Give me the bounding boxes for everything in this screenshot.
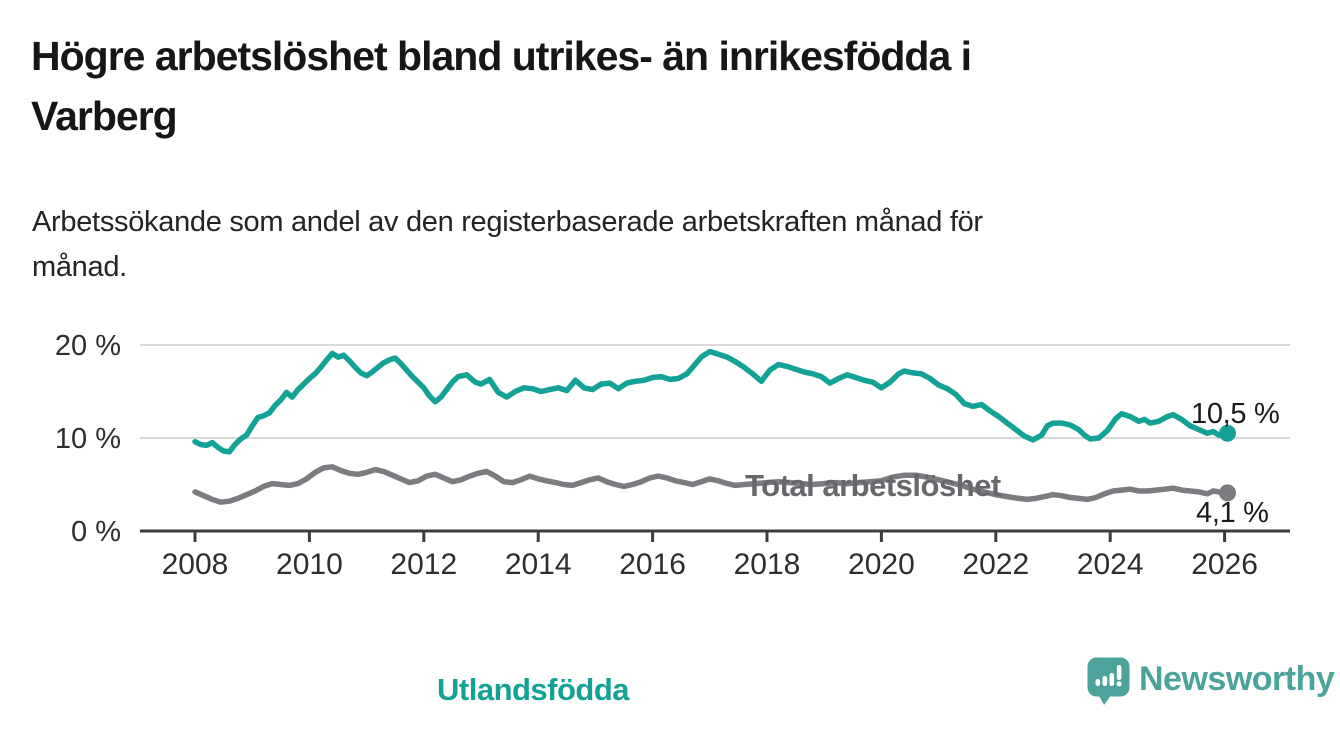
x-axis-tick-label: 2012 bbox=[390, 548, 457, 581]
logo-exclamation-dot bbox=[1116, 681, 1122, 687]
series-label-utlandsfodda: Utlandsfödda bbox=[437, 672, 630, 707]
y-axis-tick-label: 20 % bbox=[55, 330, 121, 362]
x-axis-tick-label: 2018 bbox=[734, 548, 801, 581]
logo-bar-icon bbox=[1109, 673, 1115, 686]
page-title: Högre arbetslöshet bland utrikes- än inr… bbox=[31, 33, 972, 139]
series-end-dot-0 bbox=[1219, 424, 1236, 442]
series-line-0 bbox=[192, 348, 1231, 455]
newsworthy-logo-icon bbox=[1087, 657, 1130, 705]
logo-bar-icon bbox=[1095, 679, 1101, 686]
newsworthy-logo: Newsworthy bbox=[1087, 657, 1335, 707]
y-axis-tick-label: 0 % bbox=[71, 516, 121, 548]
x-axis-tick-label: 2024 bbox=[1077, 548, 1144, 581]
x-axis-tick-label: 2014 bbox=[505, 548, 572, 581]
series-label-total-arbetsloshet: Total arbetslöshet bbox=[745, 468, 1001, 503]
unemployment-line-chart: 2008 2010 2012 2014 2016 2018 2020 2022 2024 2026… bbox=[0, 320, 1340, 707]
x-axis-tick-label: 2008 bbox=[162, 548, 229, 581]
logo-exclamation-icon bbox=[1116, 665, 1122, 680]
chart-subtitle: Arbetssökande som andel av den registerb… bbox=[32, 206, 983, 283]
brand-name: Newsworthy bbox=[1139, 660, 1335, 698]
x-axis-tick-label: 2022 bbox=[962, 548, 1029, 581]
x-axis-tick-label: 2026 bbox=[1191, 548, 1258, 581]
y-axis-tick-label: 10 % bbox=[55, 423, 121, 455]
logo-bar-icon bbox=[1102, 676, 1108, 686]
series-line-1 bbox=[192, 464, 1231, 505]
x-axis-tick-label: 2010 bbox=[276, 548, 343, 581]
end-value-label-total: 4,1 % bbox=[1196, 497, 1269, 529]
x-axis-tick-label: 2020 bbox=[848, 548, 915, 581]
x-axis-tick-label: 2016 bbox=[619, 548, 686, 581]
series-end-dot-1 bbox=[1219, 484, 1236, 502]
end-value-label-utlandsfodda: 10,5 % bbox=[1191, 398, 1280, 430]
chart-canvas: 2008 2010 2012 2014 2016 2018 2020 2022 2024 2026… bbox=[55, 330, 1290, 581]
logo-bubble-tail bbox=[1098, 694, 1112, 705]
